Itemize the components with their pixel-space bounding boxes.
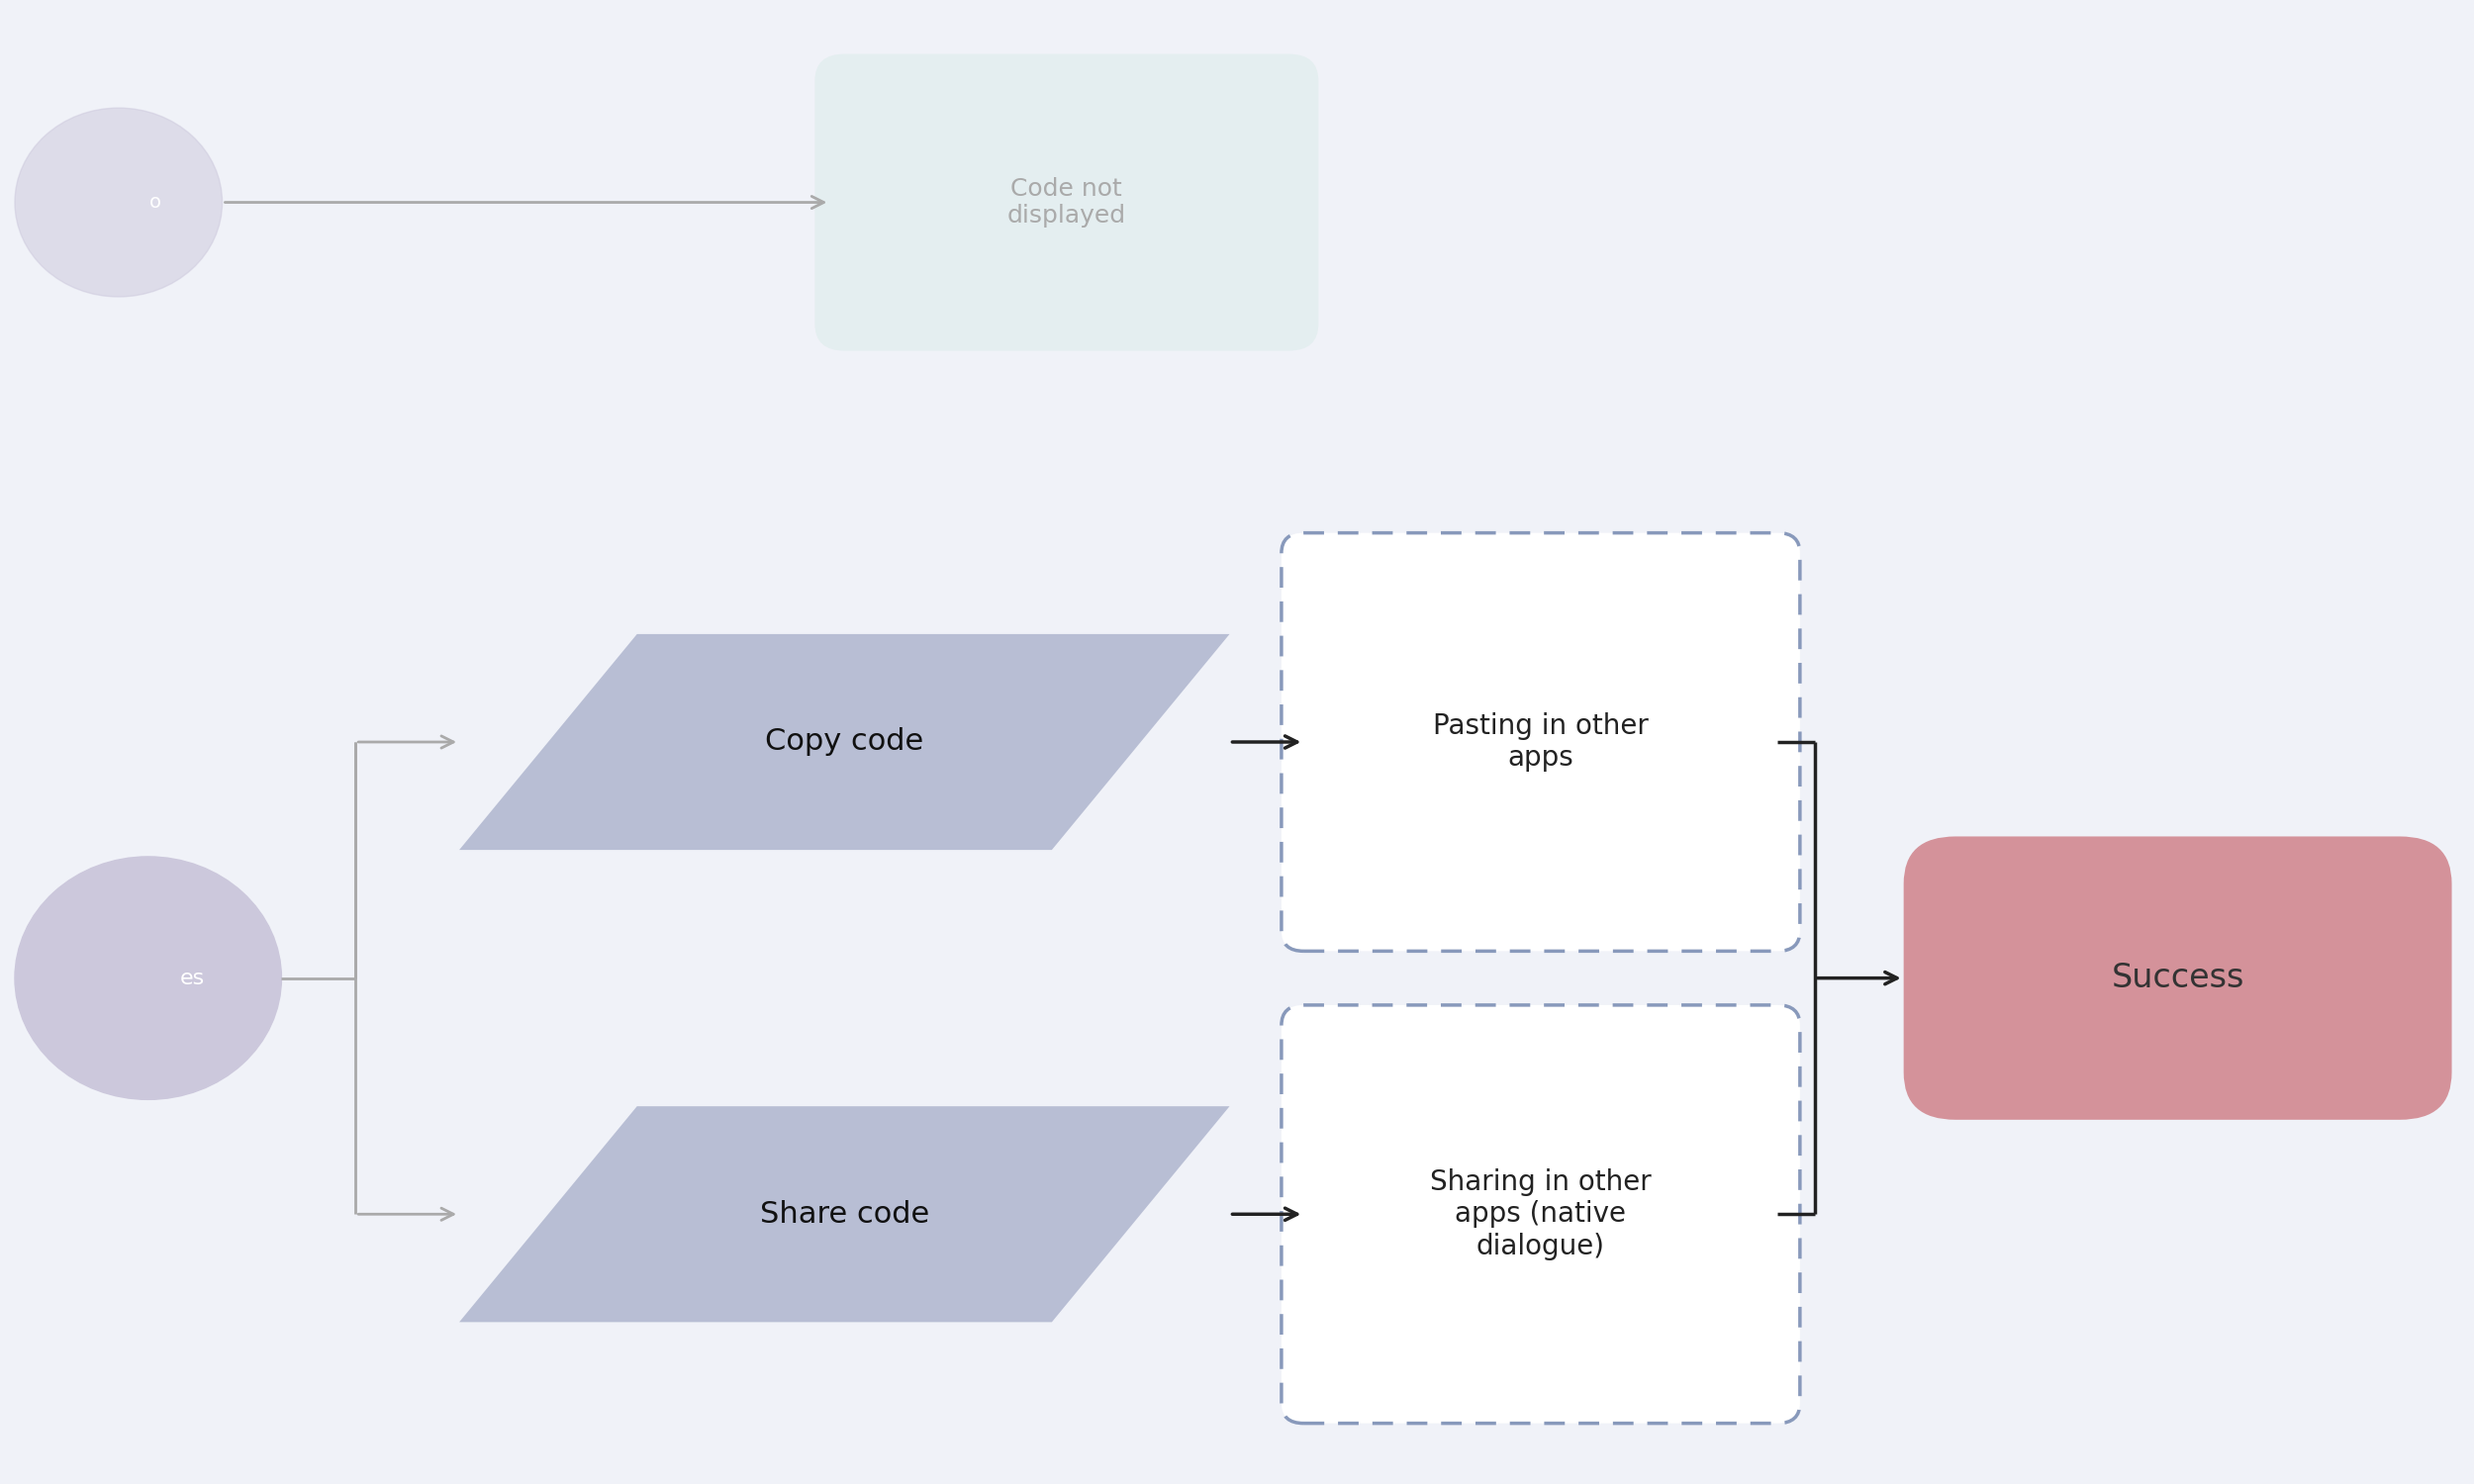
FancyBboxPatch shape: [814, 53, 1319, 350]
FancyBboxPatch shape: [1903, 837, 2452, 1120]
Text: Success: Success: [2110, 962, 2244, 994]
FancyBboxPatch shape: [1282, 1005, 1801, 1423]
Polygon shape: [460, 1106, 1230, 1322]
FancyBboxPatch shape: [1282, 533, 1801, 951]
Text: Share code: Share code: [760, 1201, 930, 1229]
Text: Code not
displayed: Code not displayed: [1007, 177, 1126, 229]
Text: Pasting in other
apps: Pasting in other apps: [1432, 712, 1648, 772]
Text: Sharing in other
apps (native
dialogue): Sharing in other apps (native dialogue): [1430, 1168, 1653, 1260]
Polygon shape: [460, 634, 1230, 850]
Circle shape: [15, 856, 282, 1100]
Text: Copy code: Copy code: [764, 727, 923, 757]
Circle shape: [15, 108, 223, 297]
Text: o: o: [148, 193, 161, 212]
Text: es: es: [181, 968, 205, 988]
